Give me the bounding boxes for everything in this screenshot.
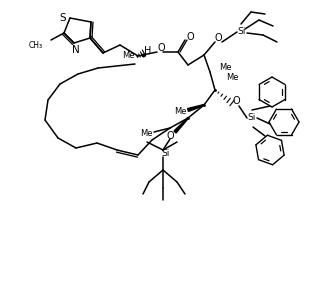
- Text: Me: Me: [219, 63, 232, 71]
- Text: Me: Me: [140, 130, 152, 138]
- Text: Si: Si: [248, 114, 256, 122]
- Text: S: S: [60, 13, 66, 23]
- Text: O: O: [186, 32, 194, 42]
- Polygon shape: [187, 104, 204, 112]
- Text: Si: Si: [162, 150, 170, 158]
- Text: Me: Me: [174, 107, 186, 117]
- Polygon shape: [174, 118, 188, 133]
- Text: H: H: [144, 46, 152, 56]
- Text: CH₃: CH₃: [29, 40, 43, 50]
- Text: O: O: [232, 96, 240, 106]
- Text: N: N: [72, 45, 80, 55]
- Text: Si: Si: [238, 27, 246, 37]
- Text: O: O: [166, 131, 174, 141]
- Text: O: O: [214, 33, 222, 43]
- Text: Me: Me: [226, 73, 239, 81]
- Text: O: O: [157, 43, 165, 53]
- Text: Me: Me: [122, 50, 135, 60]
